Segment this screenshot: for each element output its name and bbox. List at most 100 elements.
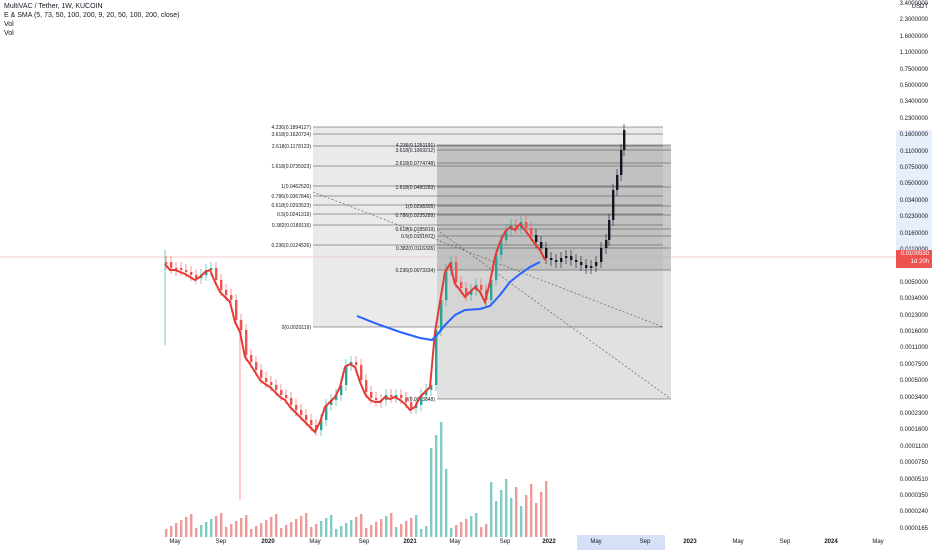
fib-right-levels: 4.236(0.1251191)3.618(0.1069212) 2.618(0.…: [396, 143, 671, 403]
volume-bar: [525, 495, 528, 537]
volume-bar: [510, 498, 513, 537]
volume-bar: [545, 481, 548, 537]
volume-bar: [445, 469, 448, 537]
volume-bar: [240, 518, 243, 537]
candle-body: [505, 230, 508, 240]
price-tick: 0.1600000: [899, 132, 928, 139]
volume-bar: [535, 503, 538, 537]
volume-legend-1[interactable]: Vol: [4, 21, 14, 28]
volume-bar: [385, 516, 388, 537]
trendline-2[interactable]: [436, 229, 672, 400]
fib-left-label: 2.618(0.1178123): [272, 144, 311, 150]
candle-body: [290, 398, 293, 405]
price-tick: 0.7500000: [899, 66, 928, 73]
time-tick: Sep: [779, 539, 791, 545]
candle-body: [240, 320, 243, 330]
volume-bar: [195, 528, 198, 537]
price-axis[interactable]: USDT 3.4000000 2.3000000 1.6000000 1.100000…: [896, 0, 932, 550]
candle-body: [360, 365, 363, 380]
volume-bar: [280, 528, 283, 537]
indicator-legend[interactable]: E & SMA (5, 73, 50, 100, 200, 9, 20, 50,…: [4, 12, 180, 19]
volume-bar: [310, 527, 313, 537]
candle-body: [225, 290, 228, 295]
candle-body: [270, 382, 273, 385]
fib-right-label: 2.618(0.0774748): [396, 161, 436, 167]
candle-body: [490, 280, 493, 300]
candle-body: [623, 130, 626, 150]
candle-body: [365, 380, 368, 392]
volume-bars: [165, 422, 548, 537]
candle-body: [570, 256, 573, 260]
symbol-title[interactable]: MultiVAC / Tether, 1W, KUCOIN: [4, 3, 103, 10]
volume-bar: [480, 527, 483, 537]
price-tick: 0.0000350: [899, 493, 928, 499]
volume-bar: [335, 529, 338, 537]
fib-left-label: 4.236(0.1894127): [272, 125, 312, 131]
price-tick: 0.0000165: [899, 525, 928, 532]
time-tick: May: [169, 539, 181, 545]
price-tick: 0.0007500: [899, 361, 928, 368]
volume-bar: [170, 526, 173, 537]
candle-body: [390, 395, 393, 397]
volume-bar: [220, 513, 223, 537]
volume-bar: [420, 529, 423, 537]
candle-body: [335, 395, 338, 400]
candle-body: [425, 390, 428, 395]
current-price-value: 0.0100530: [900, 251, 929, 257]
price-tick: 0.0000240: [899, 509, 928, 516]
fib-right-label: 0.618(0.0185819): [396, 227, 436, 233]
price-tick: 0.0002300: [899, 411, 928, 417]
volume-bar: [500, 490, 503, 537]
candle-body: [170, 262, 173, 268]
fib-left-label: 0.382(0.0189116): [272, 223, 311, 229]
candle-body: [465, 288, 468, 295]
volume-bar: [375, 522, 378, 537]
volume-bar: [410, 518, 413, 537]
price-tick: 0.0003400: [899, 394, 928, 401]
sma-line[interactable]: [356, 261, 541, 342]
fib-retracement-right[interactable]: [437, 145, 671, 399]
volume-bar: [165, 529, 168, 537]
candle-body: [470, 290, 473, 295]
fib-right-label: 0.5(0.0151072): [401, 234, 435, 240]
volume-bar: [425, 526, 428, 537]
price-tick: 0.0023000: [899, 312, 928, 319]
candle-body: [585, 265, 588, 268]
volume-bar: [435, 435, 438, 537]
ema-line[interactable]: [164, 222, 546, 434]
candle-body: [535, 235, 538, 242]
trendline-1[interactable]: [312, 191, 664, 328]
volume-bar: [245, 515, 248, 537]
price-tick: 0.2300000: [899, 115, 928, 122]
volume-bar: [540, 492, 543, 537]
volume-bar: [485, 524, 488, 537]
fib-right-label: 3.618(0.1069212): [396, 148, 436, 154]
time-tick: Sep: [358, 539, 370, 545]
candle-body: [220, 280, 223, 290]
candle-body: [595, 262, 598, 266]
candle-body: [165, 262, 168, 264]
candle-body: [545, 248, 548, 258]
time-tick: May: [449, 539, 461, 545]
volume-legend-2[interactable]: Vol: [4, 30, 14, 37]
candle-body: [235, 300, 238, 320]
time-axis[interactable]: [0, 535, 896, 550]
volume-bar: [235, 521, 238, 537]
candle-body: [190, 272, 193, 275]
volume-bar: [250, 529, 253, 537]
volume-bar: [490, 482, 493, 537]
price-tick: 1.6000000: [899, 33, 928, 40]
volume-bar: [305, 513, 308, 537]
candle-body: [612, 190, 615, 220]
time-tick: 2022: [542, 539, 556, 545]
candle-body: [540, 242, 543, 248]
volume-bar: [360, 514, 363, 537]
fib-left-label: 3.618(0.1620724): [272, 132, 312, 138]
candle-body: [265, 378, 268, 382]
candle-body: [245, 330, 248, 355]
price-tick: 0.0160000: [899, 230, 928, 237]
candle-body: [215, 268, 218, 280]
volume-bar: [210, 519, 213, 537]
candle-body: [495, 255, 498, 280]
